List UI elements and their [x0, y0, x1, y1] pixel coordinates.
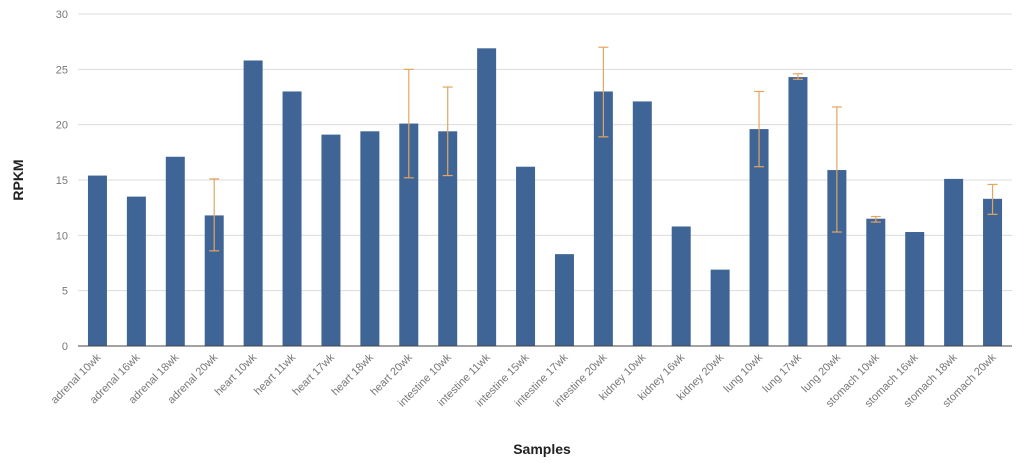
error-bars: [209, 46, 998, 252]
bar-intestine-11wk: [477, 48, 497, 346]
x-axis-title: Samples: [513, 441, 571, 457]
y-tick-20: 20: [56, 120, 68, 132]
y-tick-30: 30: [56, 9, 68, 21]
error-bar-lung-20wk: [831, 106, 842, 233]
bar-stomach-18wk: [944, 178, 964, 346]
bar-lung-10wk: [749, 129, 769, 346]
bar-stomach-20wk: [983, 198, 1003, 346]
bar-adrenal-16wk: [126, 196, 146, 346]
bar-intestine-20wk: [593, 91, 613, 346]
x-tick-lung-17wk: lung 17wk: [761, 351, 805, 395]
bar-kidney-16wk: [671, 226, 691, 346]
bar-kidney-20wk: [710, 269, 730, 346]
error-bar-stomach-20wk: [987, 183, 998, 215]
error-bar-heart-20wk: [403, 68, 414, 179]
bar-lung-17wk: [788, 77, 808, 346]
y-tick-10: 10: [56, 230, 68, 242]
error-bar-lung-10wk: [754, 90, 765, 168]
bar-adrenal-18wk: [165, 156, 185, 346]
bar-adrenal-20wk: [204, 215, 224, 346]
error-bar-stomach-10wk: [870, 215, 881, 223]
error-bar-intestine-10wk: [442, 86, 453, 177]
y-tick-5: 5: [62, 286, 68, 298]
y-tick-labels: 0 5 10 15 20 25 30: [56, 9, 68, 353]
error-bar-intestine-20wk: [598, 46, 609, 138]
bar-intestine-10wk: [438, 131, 458, 346]
bar-heart-17wk: [321, 134, 341, 346]
bar-heart-20wk: [399, 123, 419, 346]
bar-heart-18wk: [360, 131, 380, 346]
bar-kidney-10wk: [632, 101, 652, 346]
y-axis-title: RPKM: [10, 159, 26, 200]
bar-intestine-15wk: [516, 166, 536, 346]
bars: [87, 48, 1003, 346]
y-tick-25: 25: [56, 64, 68, 76]
grid-lines: [78, 13, 1012, 292]
bar-stomach-16wk: [905, 232, 925, 346]
bar-adrenal-10wk: [87, 175, 107, 346]
x-tick-heart-10wk: heart 10wk: [213, 351, 260, 398]
bar-lung-20wk: [827, 170, 847, 346]
y-tick-0: 0: [62, 341, 68, 353]
bar-intestine-17wk: [554, 254, 574, 346]
bar-stomach-10wk: [866, 218, 886, 346]
bar-heart-11wk: [282, 91, 302, 346]
x-tick-lung-10wk: lung 10wk: [722, 351, 766, 395]
error-bar-lung-17wk: [792, 73, 803, 80]
y-tick-15: 15: [56, 175, 68, 187]
error-bar-adrenal-20wk: [209, 178, 220, 252]
bar-heart-10wk: [243, 60, 263, 346]
